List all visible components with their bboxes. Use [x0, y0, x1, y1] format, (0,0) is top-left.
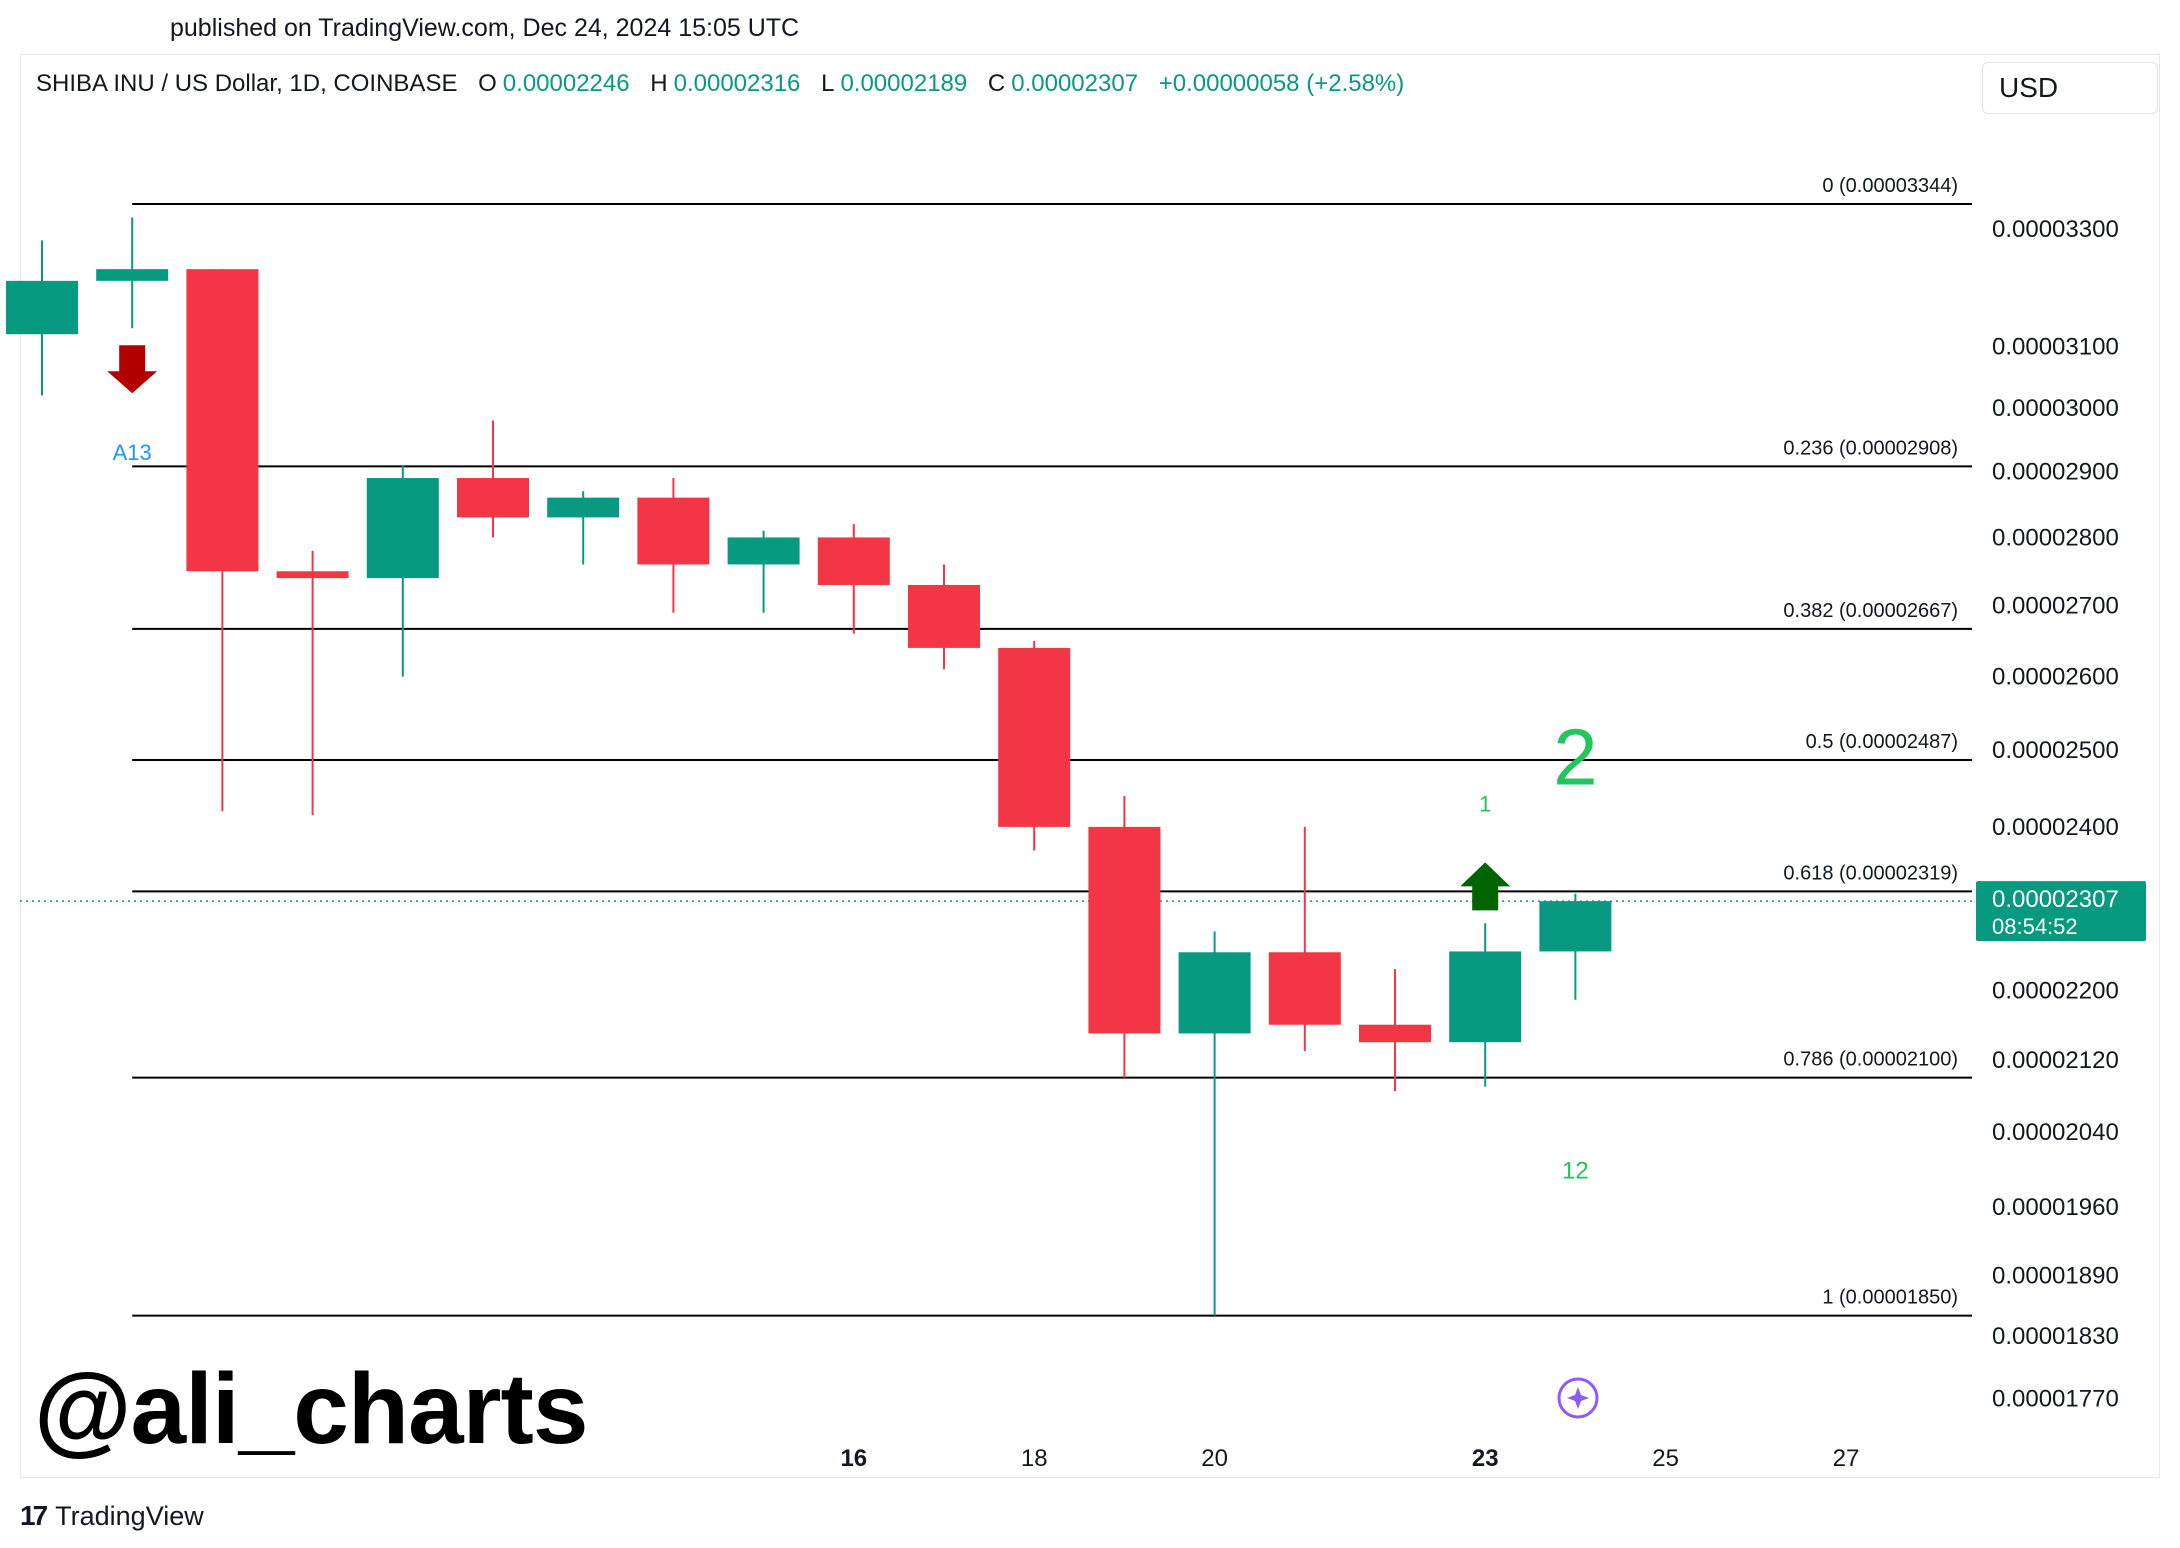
- candle-body-up[interactable]: [547, 497, 620, 518]
- sequential-count-label: 1: [1479, 791, 1491, 816]
- y-axis-tick-label: 0.00003100: [1992, 333, 2119, 360]
- sparkle-icon: [1567, 1387, 1589, 1409]
- y-axis-tick-label: 0.00002900: [1992, 459, 2119, 486]
- y-axis-tick-label: 0.00002500: [1992, 737, 2119, 764]
- ohlc-legend: SHIBA INU / US Dollar, 1D, COINBASE O 0.0…: [36, 70, 1418, 98]
- tradingview-logo-text: TradingView: [55, 1500, 204, 1531]
- x-axis-tick-label: 25: [1652, 1445, 1679, 1472]
- tradingview-logo-icon: 17: [20, 1500, 48, 1531]
- x-axis-tick-label: 20: [1201, 1445, 1228, 1472]
- y-axis-tick-label: 0.00002800: [1992, 524, 2119, 551]
- fib-level-label: 0 (0.00003344): [1822, 175, 1958, 197]
- y-axis-tick-label: 0.00002200: [1992, 977, 2119, 1004]
- candle-body-down[interactable]: [817, 537, 890, 585]
- y-axis-tick-label: 0.00003000: [1992, 395, 2119, 422]
- x-axis-tick-label: 27: [1833, 1445, 1860, 1472]
- fib-level-label: 0.786 (0.00002100): [1783, 1049, 1958, 1071]
- x-axis-tick-label: 16: [840, 1445, 867, 1472]
- high-value: 0.00002316: [673, 70, 801, 97]
- candle-body-down[interactable]: [186, 269, 259, 572]
- x-axis-tick-label: 18: [1021, 1445, 1048, 1472]
- fib-level-label: 0.382 (0.00002667): [1783, 600, 1958, 622]
- candle-body-up[interactable]: [727, 537, 800, 565]
- sell-arrow-icon: [107, 345, 158, 394]
- open-value: 0.00002246: [502, 70, 630, 97]
- current-price-badge: [1976, 881, 2146, 942]
- fib-level-label: 0.236 (0.00002908): [1783, 437, 1958, 459]
- close-label: C: [987, 70, 1006, 97]
- change-value: +0.00000058 (+2.58%): [1158, 70, 1405, 97]
- y-axis-tick-label: 0.00002600: [1992, 664, 2119, 691]
- candle-body-down[interactable]: [908, 584, 980, 648]
- candle-body-up[interactable]: [366, 478, 439, 579]
- bar-countdown: 08:54:52: [1992, 914, 2078, 939]
- close-value: 0.00002307: [1011, 70, 1139, 97]
- sequential-count-label: 2: [1553, 712, 1598, 801]
- buy-arrow-icon: [1460, 862, 1511, 911]
- y-axis-tick-label: 0.00002120: [1992, 1047, 2119, 1074]
- candle-body-down[interactable]: [1359, 1024, 1431, 1043]
- y-axis-tick-label: 0.00001770: [1992, 1386, 2119, 1413]
- fib-level-label: 1 (0.00001850): [1822, 1287, 1958, 1309]
- candle-body-down[interactable]: [1088, 826, 1161, 1034]
- x-axis-tick-label: 23: [1472, 1445, 1499, 1472]
- low-value: 0.00002189: [840, 70, 968, 97]
- candle-body-down[interactable]: [276, 571, 349, 579]
- candle-body-up[interactable]: [1449, 951, 1522, 1043]
- candle-body-up[interactable]: [96, 269, 169, 281]
- sequential-count-label: 12: [1562, 1158, 1589, 1185]
- candle-body-up[interactable]: [1178, 952, 1251, 1034]
- candle-body-down[interactable]: [637, 497, 710, 565]
- y-axis-tick-label: 0.00002700: [1992, 593, 2119, 620]
- high-label: H: [650, 70, 668, 97]
- candle-body-down[interactable]: [1268, 952, 1341, 1025]
- y-axis-tick-label: 0.00001890: [1992, 1262, 2119, 1289]
- tradingview-logo[interactable]: 17 TradingView: [20, 1500, 204, 1532]
- open-label: O: [478, 70, 497, 97]
- symbol-title[interactable]: SHIBA INU / US Dollar, 1D, COINBASE: [36, 70, 458, 97]
- y-axis-tick-label: 0.00002040: [1992, 1119, 2119, 1146]
- candle-body-up[interactable]: [6, 280, 78, 335]
- fib-level-label: 0.5 (0.00002487): [1806, 731, 1958, 753]
- chart-frame: [20, 54, 2160, 1478]
- current-price-value: 0.00002307: [1992, 886, 2119, 913]
- y-axis-tick-label: 0.00001960: [1992, 1194, 2119, 1221]
- low-label: L: [821, 70, 835, 97]
- currency-selector[interactable]: USD: [1982, 62, 2158, 114]
- sparkle-button-icon[interactable]: [1557, 1377, 1599, 1419]
- candle-body-down[interactable]: [457, 478, 529, 518]
- y-axis-tick-label: 0.00001830: [1992, 1323, 2119, 1350]
- author-watermark: @ali_charts: [34, 1353, 588, 1465]
- fib-level-label: 0.618 (0.00002319): [1783, 862, 1958, 884]
- y-axis-tick-label: 0.00003300: [1992, 216, 2119, 243]
- y-axis-tick-label: 0.00002400: [1992, 814, 2119, 841]
- sequential-count-label: A13: [113, 440, 152, 465]
- published-note: published on TradingView.com, Dec 24, 20…: [170, 14, 800, 42]
- candle-body-down[interactable]: [998, 647, 1071, 827]
- candle-body-up[interactable]: [1539, 901, 1612, 952]
